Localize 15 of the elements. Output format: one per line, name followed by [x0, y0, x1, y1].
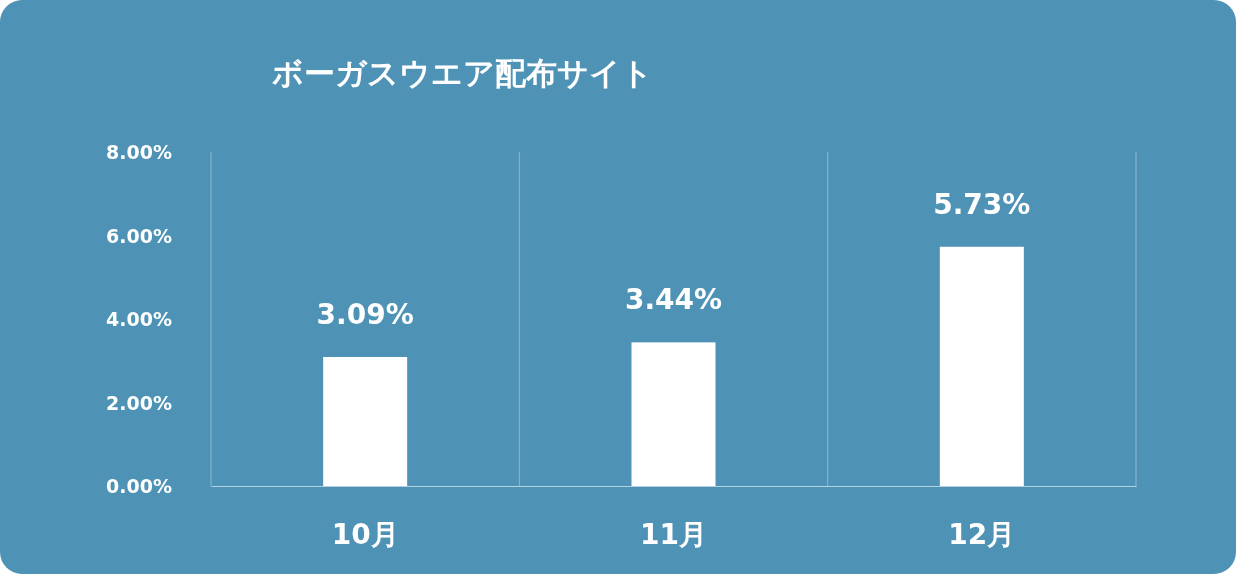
- data-label: 3.09%: [316, 297, 414, 331]
- data-label: 5.73%: [933, 187, 1031, 221]
- data-label: 3.44%: [624, 283, 723, 317]
- y-tick-label: 0.00%: [106, 475, 172, 498]
- y-tick-label: 6.00%: [106, 224, 172, 247]
- y-tick-label: 4.00%: [106, 308, 172, 331]
- y-tick-label: 2.00%: [106, 391, 172, 414]
- chart-title: ボーガスウエア配布サイト: [272, 55, 653, 91]
- x-tick-label: 12月: [948, 517, 1016, 551]
- x-tick-label: 11月: [640, 517, 707, 551]
- bar: [939, 246, 1024, 486]
- x-tick-label: 10月: [331, 517, 399, 551]
- bar: [323, 356, 408, 486]
- bar: [631, 342, 716, 486]
- y-tick-label: 8.00%: [106, 141, 172, 164]
